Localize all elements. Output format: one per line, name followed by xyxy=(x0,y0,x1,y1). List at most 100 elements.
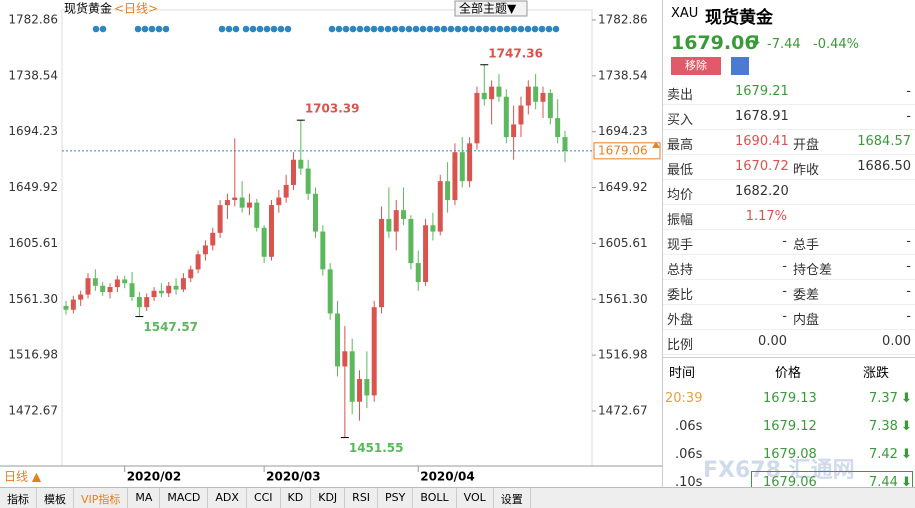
plot-area xyxy=(61,9,593,467)
tick-header: 时间 xyxy=(669,366,696,381)
toolbar-item[interactable]: MACD xyxy=(160,488,209,508)
toolbar-item[interactable]: CCI xyxy=(247,488,281,508)
tick-price: 1679.08 xyxy=(763,447,817,462)
candle-body xyxy=(63,305,69,310)
row-line xyxy=(663,204,915,205)
last-price-arrow xyxy=(652,141,660,148)
event-dot xyxy=(363,25,371,33)
row-line xyxy=(663,154,915,155)
event-dot xyxy=(405,25,413,33)
event-dot xyxy=(489,25,497,33)
candle-body xyxy=(467,143,473,182)
event-dot xyxy=(356,25,364,33)
chart: 现货黄金 <日线> 全部主题▼ 日线 ▲ 1472.67 1472.67 1516.… xyxy=(0,0,662,484)
candle-body xyxy=(525,86,531,106)
theme-button[interactable]: 全部主题▼ xyxy=(459,1,517,16)
candle-body xyxy=(239,197,245,208)
quote-label: 振幅 xyxy=(667,213,694,228)
event-dot xyxy=(277,25,285,33)
quote-label: 总手 xyxy=(793,238,820,253)
candle-body xyxy=(92,278,98,286)
candle-body xyxy=(496,86,502,97)
candle-body xyxy=(320,231,326,270)
event-dot xyxy=(440,25,448,33)
event-dot xyxy=(517,25,525,33)
toolbar-item[interactable]: 指标 xyxy=(0,488,37,508)
quote-label: 最高 xyxy=(667,138,694,153)
period-button[interactable]: 日线 ▲ xyxy=(4,470,42,484)
toolbar-item[interactable]: BOLL xyxy=(413,488,457,508)
quote-value: 1686.50 xyxy=(857,159,911,174)
toolbar-item[interactable]: 模板 xyxy=(37,488,74,508)
candle-body xyxy=(393,210,399,232)
candle-body xyxy=(503,96,509,138)
toolbar-item[interactable]: VIP指标 xyxy=(74,488,129,508)
quote-value: 1690.41 xyxy=(735,134,789,149)
quote-label: 总持 xyxy=(667,263,694,278)
toolbar-item[interactable]: 设置 xyxy=(494,488,531,508)
event-dot xyxy=(148,25,156,33)
quote-label: 委差 xyxy=(793,288,820,303)
y-tick-label: 1472.67 xyxy=(8,403,58,417)
candle-body xyxy=(224,200,230,206)
candle-body xyxy=(445,181,451,201)
event-dot xyxy=(503,25,511,33)
toolbar-item[interactable]: ADX xyxy=(208,488,247,508)
candle-body xyxy=(254,202,260,228)
event-dot xyxy=(162,25,170,33)
alert-button[interactable] xyxy=(731,57,749,75)
event-dot xyxy=(335,25,343,33)
tick-time: .06s xyxy=(675,447,703,462)
candle-body xyxy=(195,254,201,270)
y-tick-label: 1516.98 xyxy=(8,348,58,362)
toolbar-item[interactable]: VOL xyxy=(457,488,494,508)
remove-button[interactable]: 移除 xyxy=(671,57,721,75)
candle-body xyxy=(452,152,458,201)
row-line xyxy=(663,254,915,255)
candle-body xyxy=(210,232,216,246)
row-line xyxy=(663,354,915,355)
tick-time: 20:39 xyxy=(665,391,703,406)
down-arrow: ⬇ xyxy=(751,34,762,49)
tick-arrow: ⬇ xyxy=(901,419,912,434)
row-line xyxy=(663,129,915,130)
event-dot xyxy=(232,25,240,33)
event-dot xyxy=(482,25,490,33)
candle-body xyxy=(562,137,568,151)
y-tick-label-right: 1605.61 xyxy=(598,236,648,250)
quote-label: 最低 xyxy=(667,163,694,178)
y-tick-label: 1782.86 xyxy=(8,13,58,27)
quote-label: 昨收 xyxy=(793,163,820,178)
quote-value: - xyxy=(782,284,787,299)
quote-value: - xyxy=(906,259,911,274)
toolbar-item[interactable]: RSI xyxy=(345,488,379,508)
annotation: 1547.57 xyxy=(143,320,198,334)
code: XAU xyxy=(671,6,699,21)
event-dot xyxy=(531,25,539,33)
candle-body xyxy=(474,92,480,144)
candle-body xyxy=(217,205,223,233)
annotation: 1747.36 xyxy=(488,46,543,60)
price: 1679.06 xyxy=(671,32,758,54)
quote-label: 委比 xyxy=(667,288,694,303)
change-pct: -0.44% xyxy=(813,37,859,52)
event-dot xyxy=(242,25,250,33)
toolbar-item[interactable]: MA xyxy=(128,488,161,508)
toolbar-item[interactable]: KD xyxy=(281,488,312,508)
x-tick-label: 2020/03 xyxy=(266,470,320,484)
theme-box[interactable] xyxy=(454,0,528,17)
y-tick-label-right: 1649.92 xyxy=(598,180,648,194)
candle-body xyxy=(136,297,142,308)
candle-body xyxy=(276,197,282,206)
quote-panel: XAU 现货黄金 1679.06 ⬇ -7.44 -0.44% 移除 卖出 1679.21- 买入… xyxy=(662,0,915,493)
event-dot xyxy=(370,25,378,33)
period-label[interactable]: <日线> xyxy=(114,2,158,16)
candle-body xyxy=(166,285,172,294)
candle-body xyxy=(268,205,274,257)
row-line xyxy=(663,179,915,180)
toolbar-item[interactable]: PSY xyxy=(378,488,414,508)
event-dot xyxy=(256,25,264,33)
quote-label: 比例 xyxy=(667,338,694,353)
tick-change: 7.44 xyxy=(869,475,898,490)
toolbar-item[interactable]: KDJ xyxy=(311,488,346,508)
